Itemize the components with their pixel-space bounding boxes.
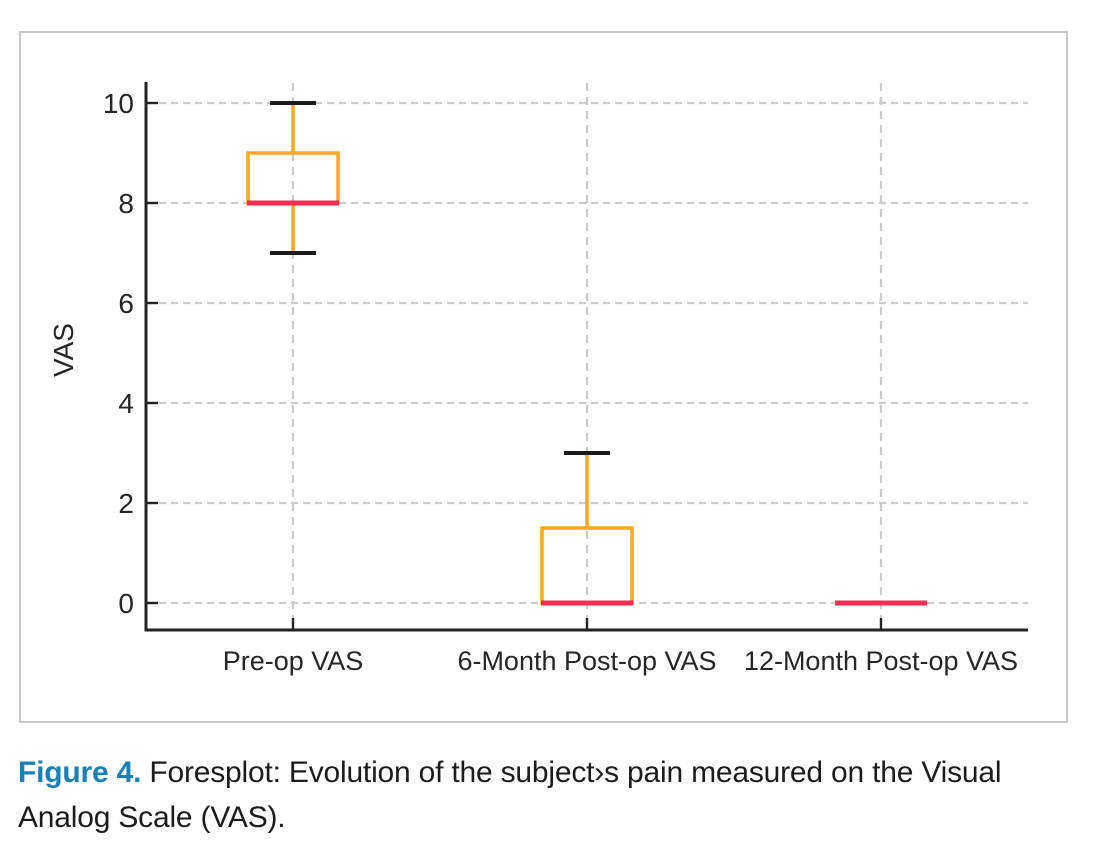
figure-caption-label: Figure 4. [18, 756, 142, 789]
figure-caption-text: Foresplot: Evolution of the subject›s pa… [18, 756, 1002, 834]
figure-caption: Figure 4. Foresplot: Evolution of the su… [18, 750, 1033, 840]
figure-panel [19, 31, 1068, 723]
